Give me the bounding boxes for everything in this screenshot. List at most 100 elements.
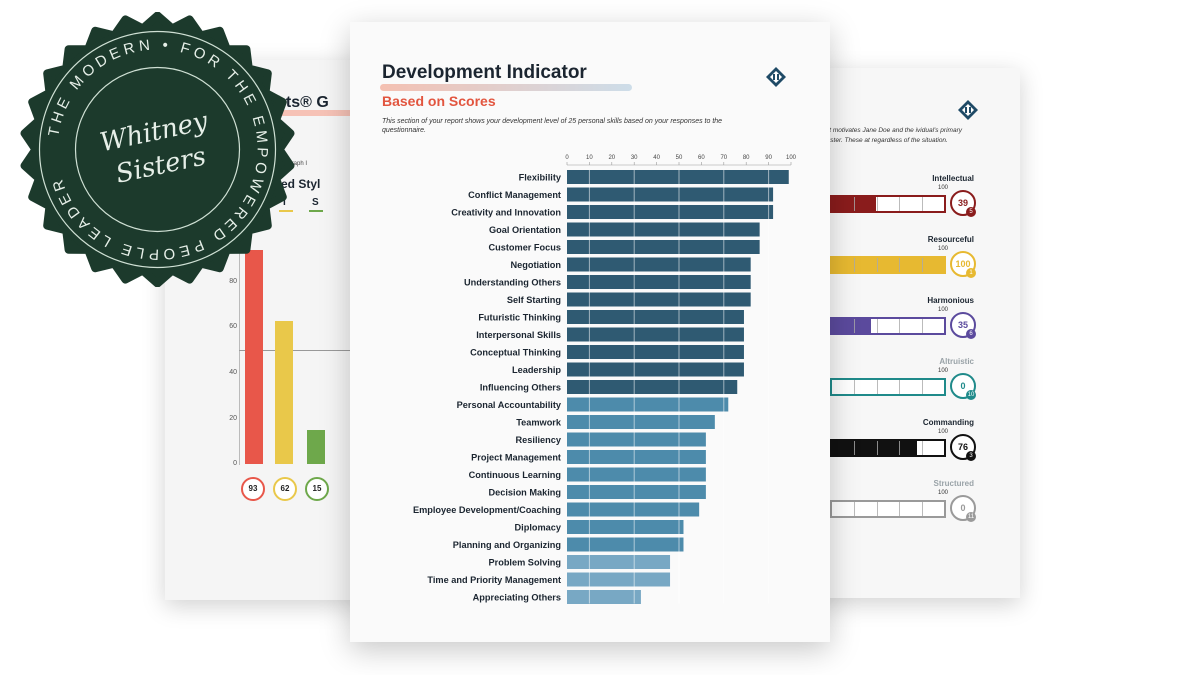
x-tick-label: 100 <box>786 155 797 161</box>
bar-segment-line <box>899 197 901 211</box>
motivator-bar <box>830 317 946 335</box>
page-title: Development Indicator <box>382 62 587 83</box>
motivator-rank-badge: 5 <box>966 207 976 217</box>
category-label: Teamwork <box>516 418 562 428</box>
motivator-bar <box>830 500 946 518</box>
category-label: Understanding Others <box>464 278 561 288</box>
y-tick-label: 80 <box>229 278 237 285</box>
x-tick-label: 30 <box>631 155 638 161</box>
bar <box>567 415 715 429</box>
motivators-report-page: hat motivates Jane Doe and the ividual's… <box>800 68 1020 598</box>
bar <box>567 397 729 412</box>
bar-segment-line <box>921 319 923 333</box>
bar-segment-line <box>899 502 901 516</box>
midline <box>239 350 369 351</box>
motivator-label: Structured <box>933 479 974 488</box>
bar-segment-line <box>854 258 856 272</box>
bar-segment-line <box>876 197 878 211</box>
category-label: Interpersonal Skills <box>476 330 561 340</box>
bar <box>567 257 751 272</box>
style-letter-i: I <box>283 197 286 208</box>
bar-d <box>245 250 263 464</box>
bar <box>567 170 789 184</box>
bar <box>567 432 706 447</box>
bar-s <box>307 429 325 464</box>
bar <box>567 292 751 307</box>
score-badge-i: 62 <box>273 477 297 501</box>
scale-max-label: 100 <box>938 429 949 435</box>
motivator-rank-badge: 6 <box>966 329 976 339</box>
motivator-bar <box>830 195 946 213</box>
category-label: Appreciating Others <box>473 593 561 603</box>
bar <box>567 362 744 377</box>
bar <box>567 275 751 289</box>
section-description: This section of your report shows your d… <box>382 118 723 134</box>
bar <box>567 502 700 517</box>
x-tick-label: 80 <box>743 155 750 161</box>
score-badge-d: 93 <box>241 477 265 501</box>
bar <box>567 572 671 587</box>
motivator-score-badge: 39 <box>950 190 976 216</box>
x-tick-label: 70 <box>720 155 727 161</box>
title-highlight <box>253 110 363 116</box>
scale-max-label: 100 <box>938 368 949 374</box>
bar-segment-line <box>921 441 923 455</box>
brand-seal-logo: THE MODERN • FOR THE EMPOWERED PEOPLE LE… <box>20 12 295 287</box>
category-label: Diplomacy <box>515 523 562 533</box>
motivator-score-badge: 35 <box>950 312 976 338</box>
development-bar-chart: 0 10 20 30 40 50 60 70 80 90 100 Flexibility Conflic… <box>413 155 797 604</box>
bar-segment-line <box>899 319 901 333</box>
score-badge-s: 15 <box>305 477 329 501</box>
bar-segment-line <box>899 258 901 272</box>
style-label: ted Styl <box>277 177 321 191</box>
scale-max-label: 100 <box>938 307 949 313</box>
bar <box>567 310 744 324</box>
category-label: Goal Orientation <box>489 225 561 235</box>
scale-max-label: 100 <box>938 246 949 252</box>
category-label: Influencing Others <box>480 383 561 393</box>
bar <box>567 187 774 202</box>
pyramid-logo-icon <box>766 67 786 87</box>
motivator-rank-badge: 11 <box>966 512 976 522</box>
title-highlight <box>380 84 632 91</box>
y-tick-label: 20 <box>229 415 237 422</box>
motivator-bar <box>830 256 946 274</box>
bar-segment-line <box>876 258 878 272</box>
bar-segment-line <box>921 258 923 272</box>
bar <box>567 327 744 342</box>
category-label: Self Starting <box>507 295 561 305</box>
x-tick-label: 60 <box>698 155 705 161</box>
graph-label: Graph I <box>287 161 308 167</box>
motivator-label: Harmonious <box>927 296 974 305</box>
bar <box>567 240 760 254</box>
x-tick-label: 90 <box>765 155 772 161</box>
bar-segment-line <box>876 319 878 333</box>
bar-segment-line <box>899 380 901 394</box>
development-indicator-page: Development Indicator Based on Scores Th… <box>350 22 830 642</box>
bar <box>567 345 744 359</box>
category-label: Conflict Management <box>468 190 561 200</box>
section-description: hat motivates Jane Doe and the ividual's… <box>822 127 962 144</box>
bar-segment-line <box>854 319 856 333</box>
motivator-rank-badge: 1 <box>966 268 976 278</box>
category-label: Flexibility <box>519 173 562 183</box>
category-label: Futuristic Thinking <box>478 313 561 323</box>
pyramid-logo-icon <box>958 100 978 120</box>
category-label: Negotiation <box>510 260 561 270</box>
seal-badge <box>20 12 295 287</box>
bar-i <box>275 321 293 464</box>
motivator-bar-fill <box>832 441 918 455</box>
bar-segment-line <box>899 441 901 455</box>
category-label: Problem Solving <box>489 558 562 568</box>
bar-segment-line <box>854 380 856 394</box>
bar-segment-line <box>854 502 856 516</box>
motivator-bar-fill <box>832 258 944 272</box>
bar <box>567 205 774 219</box>
motivator-bar <box>830 378 946 396</box>
motivator-rank-badge: 10 <box>966 390 976 400</box>
bar-segment-line <box>921 502 923 516</box>
bar-segment-line <box>876 502 878 516</box>
style-letter-i-underline <box>279 210 293 212</box>
category-label: Time and Priority Management <box>427 575 561 585</box>
scale-max-label: 100 <box>938 185 949 191</box>
